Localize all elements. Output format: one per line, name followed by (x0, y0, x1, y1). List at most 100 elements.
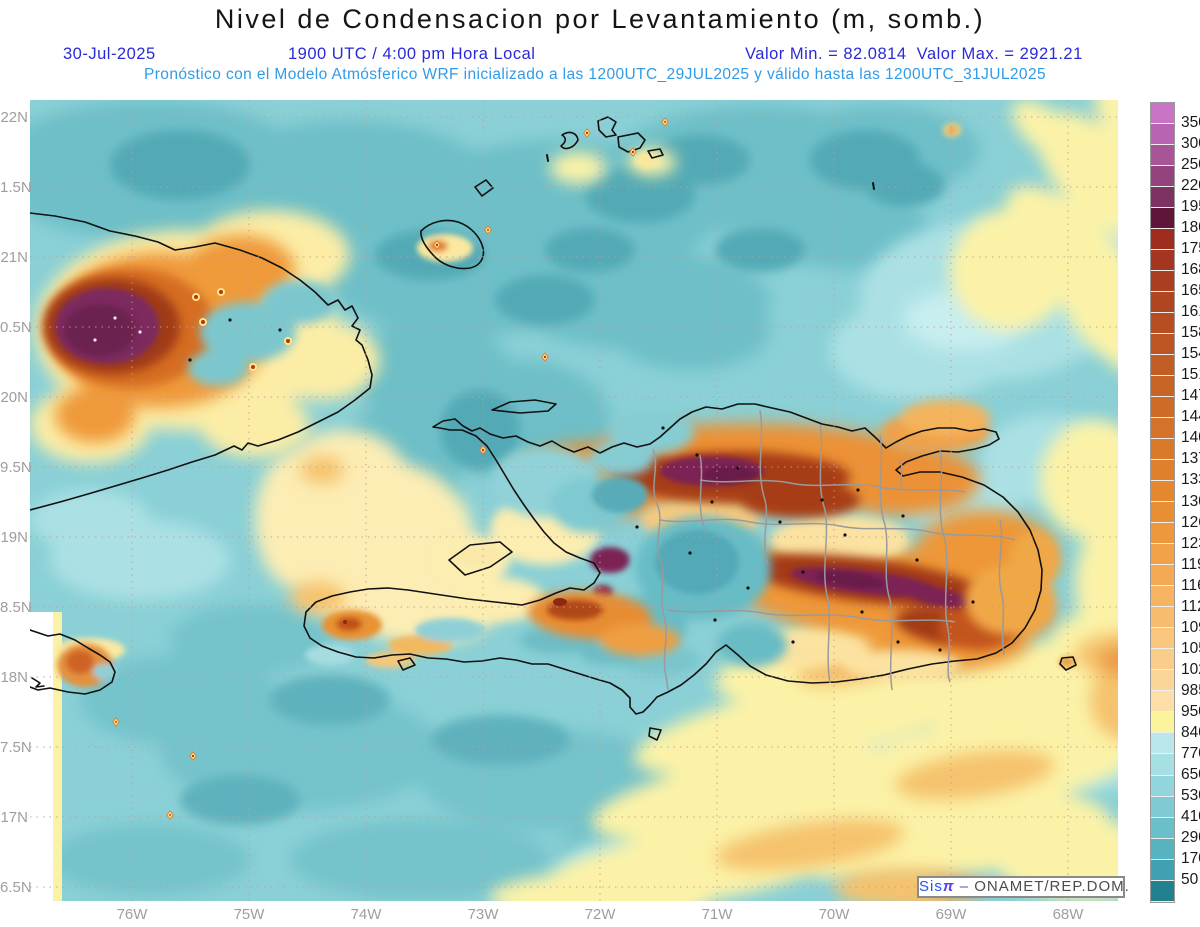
colorbar-tick-label: 1020 (1181, 660, 1200, 678)
colorbar-cell (1151, 502, 1174, 524)
ocean-darkest-teal-spots (110, 130, 945, 825)
cuba-anomaly (30, 210, 380, 463)
domain-edge-yellow-strip (53, 612, 62, 901)
lon-tick-label: 72W (584, 906, 616, 923)
colorbar (1150, 102, 1175, 903)
lat-tick-label: 7.5N (0, 739, 32, 756)
colorbar-tick-label: 1090 (1181, 618, 1200, 636)
lon-tick-label: 76W (116, 906, 148, 923)
colorbar-cell (1151, 796, 1174, 818)
caicos-crescent (560, 131, 579, 150)
colorbar-cell (1151, 439, 1174, 461)
lon-tick-label: 71W (701, 906, 733, 923)
colorbar-cell (1151, 460, 1174, 482)
lat-tick-label: 8.5N (0, 599, 32, 616)
colorbar-tick-label: 1335 (1181, 471, 1200, 489)
lat-tick-label: 0.5N (0, 319, 32, 336)
tick-mark-b (872, 182, 875, 190)
colorbar-cell (1151, 103, 1174, 125)
colorbar-tick-label: 1055 (1181, 639, 1200, 657)
colorbar-cell (1151, 880, 1174, 902)
colorbar-tick-label: 290 (1181, 828, 1200, 846)
colorbar-cell (1151, 754, 1174, 776)
colorbar-tick-label: 1160 (1181, 576, 1200, 594)
colorbar-cell (1151, 838, 1174, 860)
colorbar-cell (1151, 376, 1174, 398)
attribution-org: ONAMET/REP.DOM. (969, 878, 1130, 895)
hispaniola-coastline (303, 403, 1043, 715)
colorbar-cell (1151, 523, 1174, 545)
lat-tick-label: 6.5N (0, 879, 32, 896)
colorbar-tick-label: 1230 (1181, 534, 1200, 552)
colorbar-tick-label: 50 (1181, 870, 1199, 888)
hispaniola-field (305, 400, 1060, 680)
colorbar-cell (1151, 418, 1174, 440)
forecast-line: Pronóstico con el Modelo Atmósferico WRF… (144, 66, 1046, 83)
colorbar-cell (1151, 733, 1174, 755)
lat-tick-label: 1.5N (0, 179, 32, 196)
lat-tick-label: 9.5N (0, 459, 32, 476)
colorbar-tick-label: 2200 (1181, 177, 1200, 195)
domain-edge-white (30, 612, 53, 901)
colorbar-tick-label: 1265 (1181, 513, 1200, 531)
ile-a-vache (397, 657, 416, 671)
colorbar-cell (1151, 628, 1174, 650)
colorbar-cell (1151, 817, 1174, 839)
colorbar-tick-label: 1475 (1181, 387, 1200, 405)
lon-tick-label: 73W (467, 906, 499, 923)
lat-tick-label: 21N (0, 249, 28, 266)
turks-island-a (597, 116, 617, 138)
colorbar-cell (1151, 607, 1174, 629)
lat-tick-label: 22N (0, 109, 28, 126)
station-dots (93, 316, 975, 652)
colorbar-cell (1151, 166, 1174, 188)
colorbar-cell (1151, 670, 1174, 692)
lon-tick-label: 70W (818, 906, 850, 923)
gonave-island (448, 541, 513, 576)
tortuga-island (491, 399, 557, 414)
turks-island-b (617, 132, 646, 153)
colorbar-tick-label: 1405 (1181, 429, 1200, 447)
colorbar-cell (1151, 775, 1174, 797)
colorbar-tick-label: 410 (1181, 807, 1200, 825)
colorbar-cell (1151, 586, 1174, 608)
colorbar-tick-label: 1650 (1181, 282, 1200, 300)
mona-island (1059, 656, 1077, 671)
lat-tick-label: 17N (0, 809, 28, 826)
colorbar-cell (1151, 355, 1174, 377)
colorbar-cell (1151, 187, 1174, 209)
colorbar-cell (1151, 397, 1174, 419)
colorbar-tick-label: 1545 (1181, 345, 1200, 363)
page-title: Nivel de Condensacion por Levantamiento … (214, 4, 986, 34)
colorbar-tick-label: 1300 (1181, 492, 1200, 510)
colorbar-cell (1151, 313, 1174, 335)
lat-tick-label: 18N (0, 669, 28, 686)
colorbar-cell (1151, 229, 1174, 251)
valid-time-label: 1900 UTC / 4:00 pm Hora Local (288, 45, 536, 63)
great-inagua-island (420, 219, 485, 270)
colorbar-cell (1151, 565, 1174, 587)
colorbar-tick-label: 985 (1181, 681, 1200, 699)
colorbar-tick-label: 1800 (1181, 219, 1200, 237)
colorbar-tick-label: 530 (1181, 786, 1200, 804)
attribution-box: Sisπ – ONAMET/REP.DOM. (917, 876, 1129, 898)
colorbar-cell (1151, 208, 1174, 230)
pi-symbol: π (942, 878, 955, 895)
coastlines (30, 116, 1077, 741)
lon-tick-label: 68W (1052, 906, 1084, 923)
minmax-label: Valor Min. = 82.0814 Valor Max. = 2921.2… (745, 45, 1083, 64)
colorbar-tick-label: 1510 (1181, 366, 1200, 384)
colorbar-tick-label: 1370 (1181, 450, 1200, 468)
turks-island-c (647, 148, 664, 159)
jamaica-inlet (31, 677, 45, 688)
colorbar-tick-label: 950 (1181, 702, 1200, 720)
lon-tick-label: 75W (233, 906, 265, 923)
colorbar-cell (1151, 691, 1174, 713)
extrema-markers (112, 117, 669, 820)
colorbar-cell (1151, 145, 1174, 167)
jamaica-coastline (30, 629, 116, 695)
sispi-logo-text: Sis (919, 878, 943, 895)
colorbar-cell (1151, 859, 1174, 881)
